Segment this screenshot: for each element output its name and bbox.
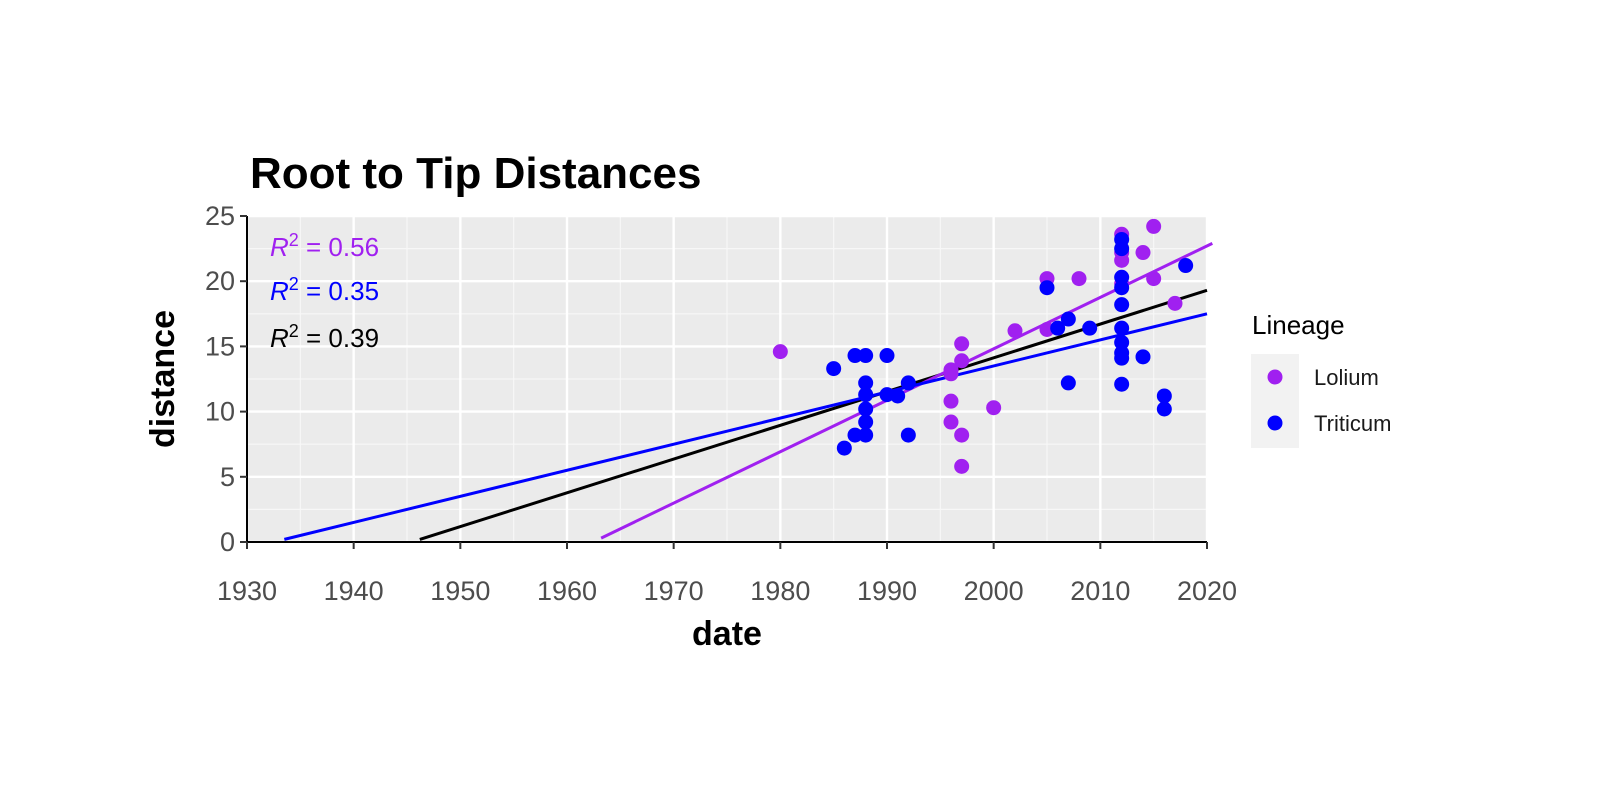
y-tick-label: 10 — [205, 397, 235, 427]
y-tick-label: 0 — [220, 527, 235, 557]
triticum-point — [1114, 334, 1130, 350]
x-axis-title: date — [692, 615, 762, 653]
triticum-legend-label: Triticum — [1314, 411, 1391, 436]
triticum-point — [858, 387, 874, 403]
triticum-fit-line — [283, 312, 1208, 541]
triticum-point — [1039, 280, 1055, 296]
triticum-point — [1050, 320, 1066, 336]
r-squared-annotations: R2 = 0.56 R2 = 0.35 R2 = 0.39 — [270, 230, 379, 353]
regression-lines — [283, 242, 1213, 541]
triticum-point — [1135, 349, 1151, 365]
x-tick-label: 1950 — [430, 576, 490, 606]
x-tick-label: 2000 — [964, 576, 1024, 606]
triticum-legend-key — [1267, 415, 1283, 431]
lolium-point — [1114, 252, 1130, 268]
triticum-point — [1082, 320, 1098, 336]
legend: Lineage Lolium Triticum — [1251, 310, 1391, 448]
y-tick-label: 25 — [205, 201, 235, 231]
triticum-point — [1060, 311, 1076, 327]
triticum-point — [879, 348, 895, 364]
lolium-point — [954, 427, 970, 443]
x-tick-label: 2020 — [1177, 576, 1237, 606]
triticum-point — [1114, 269, 1130, 285]
axis-ticks: 1930 1940 1950 1960 1970 1980 1990 2000 2010 2020… — [205, 201, 1237, 606]
x-tick-label: 1960 — [537, 576, 597, 606]
lolium-point — [954, 353, 970, 369]
triticum-point — [1156, 388, 1172, 404]
lolium-point — [954, 458, 970, 474]
data-points — [772, 218, 1194, 474]
lolium-point — [772, 344, 788, 360]
x-tick-label: 1990 — [857, 576, 917, 606]
legend-title: Lineage — [1252, 310, 1345, 340]
triticum-point — [890, 388, 906, 404]
r-squared-label: R2 = 0.35 — [270, 274, 379, 306]
lolium-point — [954, 336, 970, 352]
triticum-point — [1178, 258, 1194, 274]
triticum-point — [1156, 401, 1172, 417]
triticum-point — [1114, 297, 1130, 313]
x-tick-label: 1940 — [324, 576, 384, 606]
triticum-point — [900, 427, 916, 443]
lolium-point — [1007, 323, 1023, 339]
chart-title: Root to Tip Distances — [250, 149, 701, 198]
x-tick-label: 1970 — [644, 576, 704, 606]
triticum-point — [1114, 376, 1130, 392]
lolium-point — [1071, 271, 1087, 287]
y-tick-label: 5 — [220, 462, 235, 492]
x-tick-label: 1980 — [750, 576, 810, 606]
r-squared-label: R2 = 0.56 — [270, 230, 379, 262]
lolium-fit-line — [600, 242, 1213, 540]
triticum-point — [826, 361, 842, 377]
lolium-point — [1146, 218, 1162, 234]
y-tick-label: 20 — [205, 266, 235, 296]
y-tick-label: 15 — [205, 331, 235, 361]
lolium-point — [1135, 245, 1151, 261]
triticum-point — [858, 375, 874, 391]
triticum-point — [1114, 280, 1130, 296]
triticum-point — [1114, 241, 1130, 257]
lolium-point — [943, 414, 959, 430]
triticum-point — [847, 348, 863, 364]
triticum-point — [900, 375, 916, 391]
triticum-point — [858, 427, 874, 443]
triticum-point — [858, 348, 874, 364]
triticum-point — [836, 440, 852, 456]
lolium-point — [1146, 271, 1162, 287]
triticum-point — [1060, 375, 1076, 391]
overall-fit-line — [419, 288, 1208, 541]
x-tick-label: 1930 — [217, 576, 277, 606]
triticum-point — [858, 414, 874, 430]
lolium-point — [943, 366, 959, 382]
legend-entries: Lolium Triticum — [1267, 365, 1391, 436]
legend-key-panel — [1251, 354, 1299, 448]
lolium-legend-key — [1267, 369, 1283, 385]
triticum-point — [1114, 320, 1130, 336]
lolium-legend-label: Lolium — [1314, 365, 1379, 390]
triticum-point — [847, 427, 863, 443]
r-squared-label: R2 = 0.39 — [270, 321, 379, 353]
lolium-point — [943, 393, 959, 409]
lolium-point — [986, 400, 1002, 416]
triticum-point — [858, 401, 874, 417]
triticum-point — [1114, 350, 1130, 366]
lolium-point — [1167, 295, 1183, 311]
y-axis-title: distance — [144, 310, 182, 448]
x-tick-label: 2010 — [1070, 576, 1130, 606]
